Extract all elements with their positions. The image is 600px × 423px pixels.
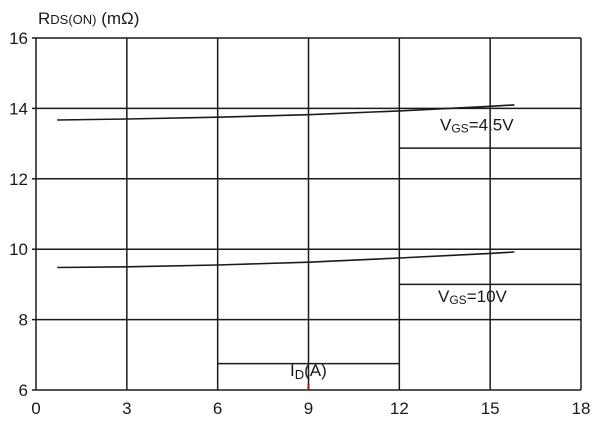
- x-tick-label: 12: [390, 399, 409, 418]
- y-axis-label: RDS(ON) (mΩ): [38, 9, 139, 28]
- y-axis-label-main: R: [38, 9, 50, 28]
- legend-label-value: =4.5V: [469, 116, 515, 135]
- x-tick-label: 0: [31, 399, 40, 418]
- y-tick-label: 14: [9, 99, 28, 118]
- y-tick-label: 8: [19, 311, 28, 330]
- y-axis-label-sub: DS(ON): [50, 12, 96, 27]
- legend-label-sub: GS: [449, 293, 466, 307]
- y-tick-label: 10: [9, 240, 28, 259]
- series-lines: [57, 104, 515, 269]
- y-tick-label: 6: [19, 381, 28, 400]
- series-line-0: [57, 104, 515, 121]
- x-tick-label: 18: [572, 399, 591, 418]
- x-tick-labels: 0 3 6 9 12 15 18: [31, 399, 590, 418]
- grid: [32, 37, 582, 391]
- y-tick-labels: 6 8 10 12 14 16: [9, 29, 28, 400]
- x-axis-label: ID(A): [290, 361, 327, 382]
- x-tick-label: 6: [213, 399, 222, 418]
- legend-label-value: =10V: [467, 287, 508, 306]
- x-axis-label-unit: (A): [304, 361, 327, 380]
- x-axis-label-main: I: [290, 361, 295, 380]
- legend-label-main: V: [438, 287, 450, 306]
- legend-label-1: VGS=10V: [438, 287, 508, 307]
- series-line-1: [57, 251, 515, 269]
- y-tick-label: 16: [9, 29, 28, 48]
- legend-label-main: V: [440, 116, 452, 135]
- x-axis-label-sub: D: [295, 367, 304, 382]
- y-axis-label-unit: (mΩ): [97, 9, 140, 28]
- legend-label-sub: GS: [451, 122, 468, 136]
- x-tick-label: 3: [122, 399, 131, 418]
- x-tick-label: 9: [304, 399, 313, 418]
- y-tick-label: 12: [9, 170, 28, 189]
- x-tick-label: 15: [481, 399, 500, 418]
- legend-label-0: VGS=4.5V: [440, 116, 514, 136]
